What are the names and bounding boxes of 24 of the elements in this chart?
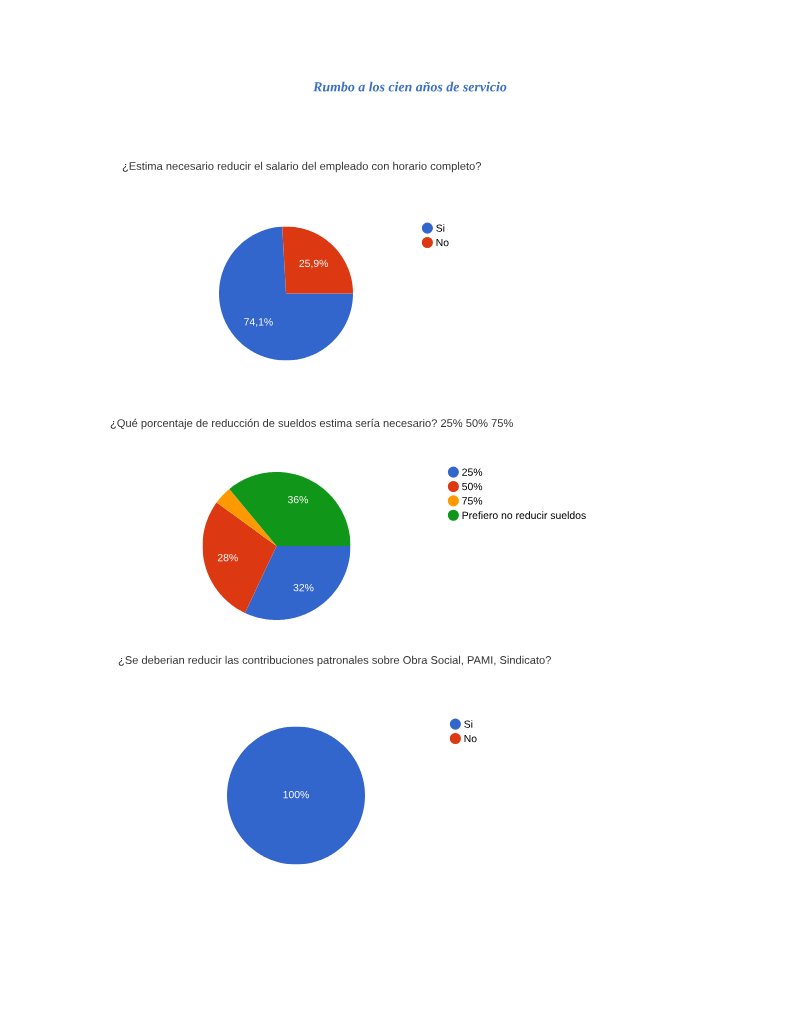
legend-label: No: [464, 734, 477, 743]
chart-title: ¿Qué porcentaje de reducción de sueldos estima sería necesario? 25% 50% 75%: [110, 418, 513, 430]
pie-slice: [282, 226, 353, 294]
chart-title: ¿Estima necesario reducir el salario del empleado con horario completo?: [122, 161, 482, 173]
legend-label: 25%: [462, 468, 483, 476]
legend-label: No: [436, 238, 449, 247]
data-label: 32%: [293, 583, 314, 592]
pie-slice: [244, 546, 351, 620]
legend-label: Si: [436, 224, 445, 232]
data-label: 74,1%: [244, 318, 273, 327]
data-label: 36%: [287, 495, 308, 504]
chart-title: ¿Se deberian reducir las contribuciones patronales sobre Obra Social, PAMI, Sindicato?: [118, 655, 551, 667]
pie-slice: [219, 226, 353, 361]
pie-slice: [202, 502, 277, 613]
pie-slice: [229, 472, 351, 546]
text: Rumbo a los cien años de servicio: [313, 81, 507, 92]
data-label: 28%: [217, 553, 238, 562]
legend-label: Prefiero no reducir sueldos: [462, 511, 586, 520]
legend-label: Si: [464, 720, 473, 728]
legend-label: 75%: [462, 497, 483, 505]
data-label: 25,9%: [299, 259, 329, 269]
pie-slice: [216, 488, 277, 546]
legend-label: 50%: [462, 482, 483, 491]
data-label: 100%: [283, 790, 309, 799]
